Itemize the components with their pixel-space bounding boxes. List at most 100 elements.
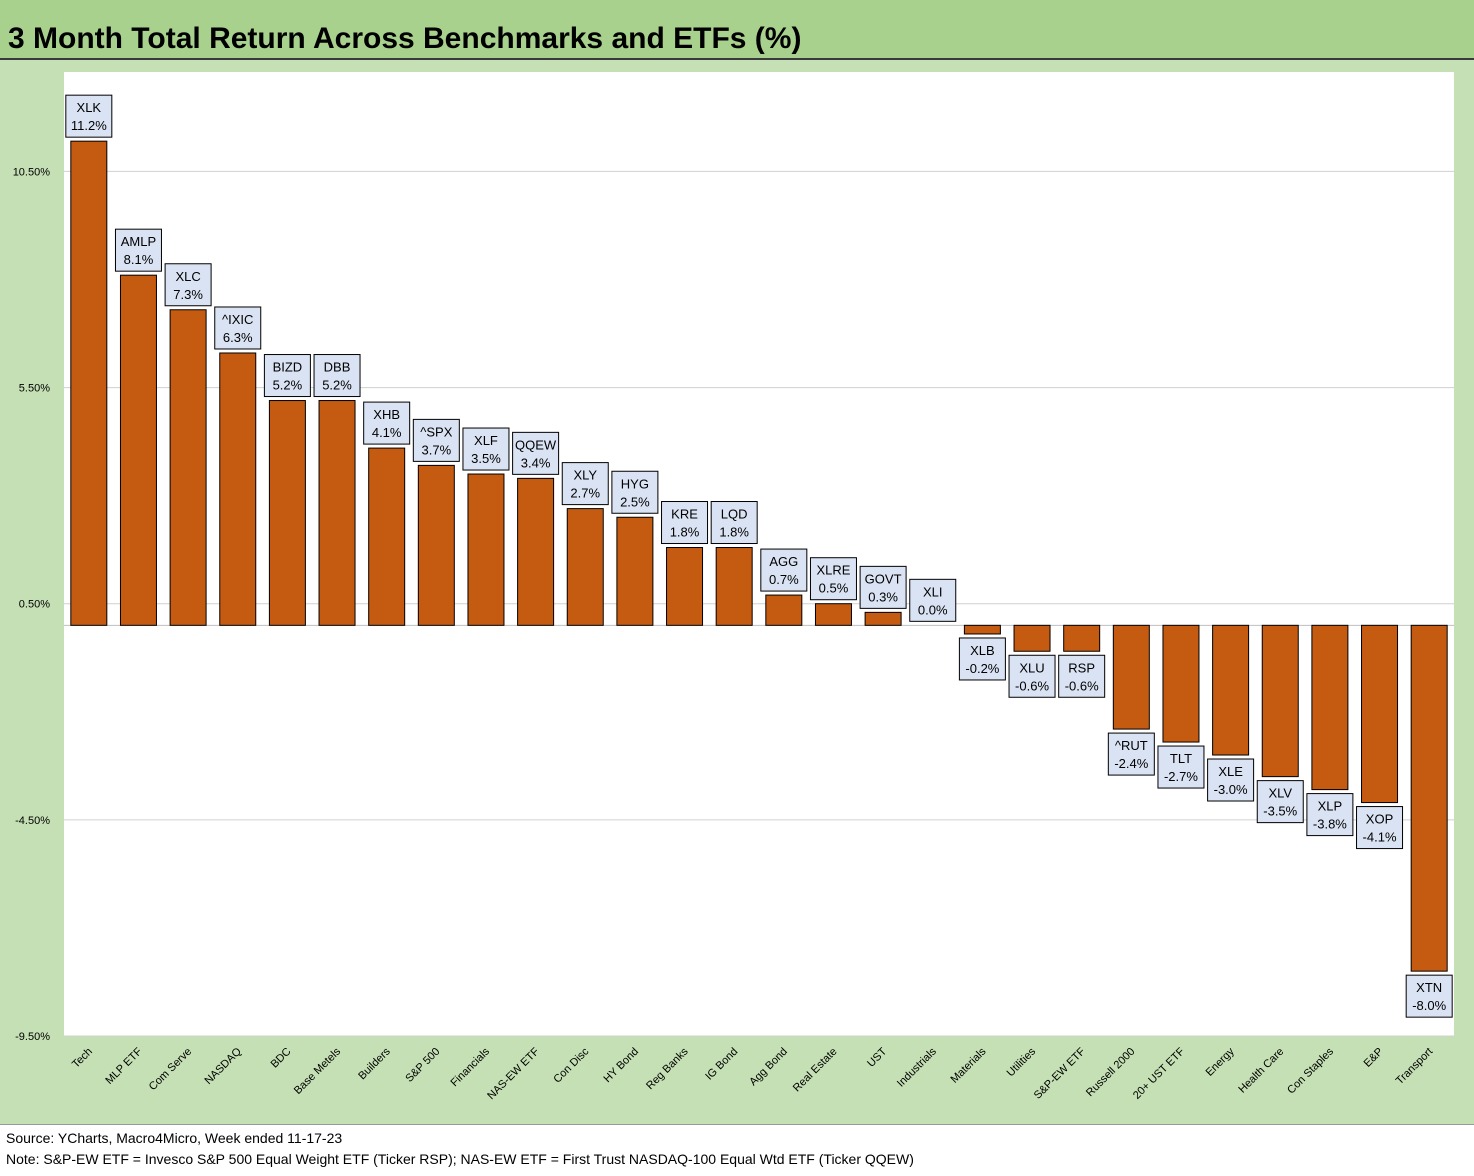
data-label-value: 5.2% <box>273 378 303 393</box>
x-tick-label: Energy <box>1204 1045 1237 1078</box>
data-label-value: 3.5% <box>471 451 501 466</box>
bar <box>417 464 455 626</box>
data-label-box <box>1157 745 1205 789</box>
source-note: Source: YCharts, Macro4Micro, Week ended… <box>6 1130 343 1146</box>
data-label-box <box>958 637 1006 681</box>
bar <box>616 516 654 626</box>
x-tick-label: Com Serve <box>147 1046 194 1093</box>
data-label: XLF 3.5% <box>462 427 510 471</box>
data-label-box <box>1008 654 1056 698</box>
x-tick-label: Health Care <box>1236 1046 1286 1096</box>
data-label-ticker: XLE <box>1218 764 1243 779</box>
data-label-ticker: AMLP <box>121 234 156 249</box>
x-tick-label: Utilities <box>1005 1045 1039 1079</box>
data-label-box <box>909 578 957 622</box>
data-label-box <box>164 263 212 307</box>
data-label-value: 8.1% <box>124 252 154 267</box>
data-label-value: -0.6% <box>1065 678 1099 693</box>
data-label-value: 0.0% <box>918 602 948 617</box>
x-tick-label: Builders <box>356 1045 393 1082</box>
x-tick-label: Industrials <box>895 1045 939 1089</box>
data-label: XLE -3.0% <box>1207 758 1255 802</box>
data-label-ticker: XLI <box>923 584 943 599</box>
data-label-ticker: TLT <box>1170 751 1192 766</box>
data-label-box <box>114 228 162 272</box>
data-label-ticker: XLV <box>1268 786 1292 801</box>
data-label-ticker: XTN <box>1416 980 1442 995</box>
bar <box>268 400 306 626</box>
data-label-ticker: XLK <box>77 100 102 115</box>
y-tick-label: -9.50% <box>15 1031 50 1043</box>
data-label-box <box>661 501 709 545</box>
data-label-value: -3.5% <box>1263 804 1297 819</box>
data-label: KRE 1.8% <box>661 501 709 545</box>
data-label-box <box>710 501 758 545</box>
x-tick-label: NAS-EW ETF <box>485 1045 542 1102</box>
data-label: BIZD 5.2% <box>263 354 311 398</box>
data-label-value: 2.5% <box>620 494 650 509</box>
data-label: XLI 0.0% <box>909 578 957 622</box>
data-label: GOVT 0.3% <box>859 565 907 609</box>
data-label: XOP -4.1% <box>1356 806 1404 850</box>
data-label-value: 0.7% <box>769 572 799 587</box>
y-tick-label: 10.50% <box>13 166 51 178</box>
data-label-box <box>313 354 361 398</box>
data-label-ticker: HYG <box>621 476 649 491</box>
bar <box>1261 624 1299 778</box>
x-tick-label: Financials <box>449 1045 493 1089</box>
data-label: XTN -8.0% <box>1405 974 1453 1018</box>
data-label: DBB 5.2% <box>313 354 361 398</box>
data-label-box <box>263 354 311 398</box>
bar <box>70 140 108 626</box>
data-label-value: -3.0% <box>1214 782 1248 797</box>
data-label-ticker: XLP <box>1318 799 1343 814</box>
x-tick-label: Real Estate <box>791 1046 840 1095</box>
data-label-box <box>1306 793 1354 837</box>
data-label: ^IXIC 6.3% <box>214 306 262 350</box>
footer: Source: YCharts, Macro4Micro, Week ended… <box>0 1124 1474 1176</box>
data-label-ticker: RSP <box>1068 660 1095 675</box>
data-label-ticker: GOVT <box>865 571 902 586</box>
x-tick-label: S&P 500 <box>403 1046 442 1085</box>
data-label-value: 7.3% <box>173 287 203 302</box>
bar <box>566 508 604 626</box>
data-label: LQD 1.8% <box>710 501 758 545</box>
data-label: ^RUT -2.4% <box>1107 732 1155 776</box>
bar <box>1013 624 1051 652</box>
x-tick-label: Agg Bond <box>747 1046 790 1089</box>
data-label-value: -2.7% <box>1164 769 1198 784</box>
data-label-value: 1.8% <box>670 525 700 540</box>
data-label-value: 0.5% <box>819 581 849 596</box>
data-label-ticker: XLRE <box>816 563 850 578</box>
data-label-ticker: XLC <box>175 269 200 284</box>
data-label-value: 1.8% <box>719 525 749 540</box>
data-label-ticker: KRE <box>671 507 698 522</box>
data-label-ticker: ^IXIC <box>222 312 253 327</box>
data-label-value: 11.2% <box>71 118 107 133</box>
bar <box>864 611 902 626</box>
y-tick-label: 0.50% <box>19 599 50 611</box>
data-label: XLY 2.7% <box>561 462 609 506</box>
data-label-value: -4.1% <box>1363 830 1397 845</box>
data-label-box <box>561 462 609 506</box>
data-label-value: -0.6% <box>1015 678 1049 693</box>
data-label-box <box>462 427 510 471</box>
bar <box>1112 624 1150 730</box>
bar <box>1162 624 1200 743</box>
data-label-box <box>65 94 113 138</box>
title-bar: 3 Month Total Return Across Benchmarks a… <box>0 0 1474 60</box>
data-label-value: 0.3% <box>868 589 898 604</box>
data-label: XLV -3.5% <box>1256 780 1304 824</box>
data-label-value: 4.1% <box>372 425 402 440</box>
y-tick-label: 5.50% <box>19 383 50 395</box>
data-label-value: -8.0% <box>1412 998 1446 1013</box>
bar <box>1410 624 1448 972</box>
x-tick-label: Russell 2000 <box>1084 1046 1137 1099</box>
x-tick-label: IG Bond <box>703 1046 740 1083</box>
bar <box>963 624 1001 635</box>
bar <box>814 603 852 626</box>
data-label-box <box>512 431 560 475</box>
data-label-box <box>1405 974 1453 1018</box>
data-label-box <box>214 306 262 350</box>
data-label: XHB 4.1% <box>363 401 411 445</box>
